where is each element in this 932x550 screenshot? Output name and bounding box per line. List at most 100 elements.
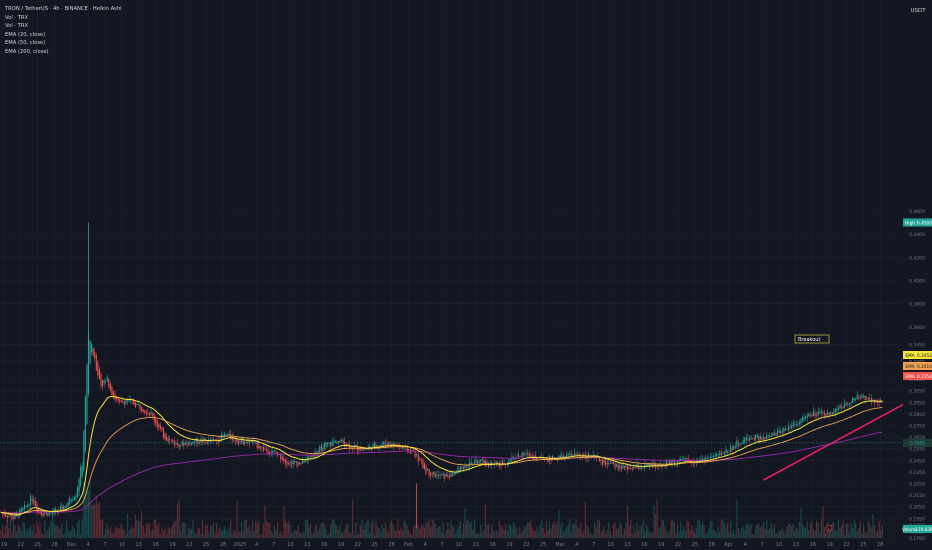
x-tick-label: 16: [641, 542, 647, 548]
volume-bar: [226, 531, 229, 538]
candle-body: [280, 453, 282, 460]
volume-bar: [51, 507, 54, 538]
candle-body: [291, 462, 293, 466]
candle-body: [552, 455, 554, 460]
volume-bar: [814, 530, 816, 538]
candle-body: [722, 453, 724, 455]
volume-bar: [870, 527, 872, 538]
indicator-volume-1[interactable]: Vol · TRX: [5, 14, 29, 21]
candle-body: [864, 396, 866, 400]
volume-bar: [386, 528, 388, 538]
candle-body: [106, 377, 108, 382]
volume-bar: [237, 531, 240, 538]
symbol-title[interactable]: TRON / TetherUS · 4h · BINANCE · Heikin …: [5, 6, 122, 12]
volume-bar: [544, 533, 546, 538]
candle-body: [680, 458, 682, 461]
candle-body: [578, 453, 580, 456]
trend-line: [763, 401, 908, 481]
volume-bar: [261, 534, 263, 538]
volume-bar: [811, 520, 813, 538]
volume-bar: [119, 528, 121, 538]
candle-body: [825, 413, 827, 416]
candle-body: [728, 450, 730, 452]
volume-bar: [233, 529, 235, 538]
candle-body: [739, 444, 741, 445]
volume-bar: [636, 523, 638, 538]
candle-body: [323, 443, 325, 450]
volume-bar: [47, 530, 49, 538]
volume-bar: [116, 527, 118, 538]
indicator-ema-20[interactable]: EMA (20, close): [5, 31, 46, 38]
candle-body: [830, 411, 832, 414]
candle-body: [134, 402, 136, 408]
volume-bar: [358, 534, 360, 538]
candle-body: [125, 399, 127, 404]
volume-bar: [26, 530, 29, 538]
volume-bar: [606, 529, 608, 538]
volume-bar: [311, 533, 313, 538]
ema-200-tag-title: EMA: [905, 374, 914, 380]
volume-bar: [772, 528, 774, 538]
volume-bar: [876, 530, 879, 538]
volume-bar: [822, 506, 824, 538]
candle-body: [727, 450, 729, 453]
price-axis[interactable]: USDT 0.4600 0.4400 0.4200 0.4000 0.3800 0.3600…: [902, 0, 932, 550]
time-axis[interactable]: 19 22 25 28 Dec 4 7 10 13 16 19 22 25 28 2025 4 7 10 13 16 1…: [1, 542, 884, 548]
x-tick-label: 16: [152, 542, 158, 548]
volume-bar: [337, 530, 340, 538]
volume-bar: [192, 519, 194, 538]
candle-body: [202, 440, 204, 443]
candle-body: [69, 497, 71, 505]
volume-bar: [286, 522, 288, 538]
candle-body: [706, 457, 708, 460]
indicator-ema-200[interactable]: EMA (200, close): [5, 48, 49, 55]
volume-bar: [830, 525, 832, 538]
volume-bar: [206, 524, 208, 538]
indicator-ema-50[interactable]: EMA (50, close): [5, 40, 46, 47]
volume-bar: [569, 519, 571, 538]
volume-bar: [0, 531, 2, 538]
current-price-tag: 0.2600: [903, 438, 932, 447]
candle-body: [252, 441, 254, 443]
candle-body: [272, 450, 274, 453]
x-tick-label: 28: [388, 542, 394, 548]
volume-bar: [683, 526, 685, 538]
volume-bar: [498, 521, 501, 538]
volume-bar: [451, 525, 454, 538]
candle-body: [811, 415, 813, 417]
volume-bar: [731, 533, 733, 538]
candle-body: [55, 508, 57, 512]
volume-bar: [98, 502, 101, 538]
x-tick-label: Feb: [404, 542, 413, 548]
volume-bar: [322, 522, 324, 538]
y-tick-label: 0.4600: [909, 209, 925, 215]
candle-body: [622, 464, 624, 468]
ema-200-tag: EMA 0.2354: [903, 372, 932, 380]
candle-body: [123, 401, 125, 405]
candle-body: [833, 412, 835, 414]
candle-body: [264, 448, 266, 450]
indicator-volume-2[interactable]: Vol · TRX: [5, 23, 29, 30]
volume-bar: [809, 523, 811, 538]
candle-body: [823, 412, 825, 415]
volume-bar: [441, 532, 443, 538]
candle-body: [220, 434, 222, 442]
volume-bar: [792, 523, 794, 538]
volume-bar: [817, 523, 819, 538]
candle-body: [5, 514, 7, 517]
volume-bar: [812, 529, 815, 538]
event-marker[interactable]: [825, 524, 833, 532]
candle-body: [806, 415, 808, 418]
volume-bar: [376, 526, 379, 538]
volume-bar: [380, 531, 382, 538]
volume-bar: [580, 522, 582, 538]
volume-bar: [178, 499, 180, 538]
volume-bar: [700, 525, 702, 538]
candle-body: [633, 466, 635, 469]
volume-bar: [744, 530, 746, 538]
candle-body: [436, 475, 438, 476]
candle-body: [197, 440, 199, 444]
candle-body: [714, 455, 716, 457]
candle-body: [306, 456, 308, 461]
